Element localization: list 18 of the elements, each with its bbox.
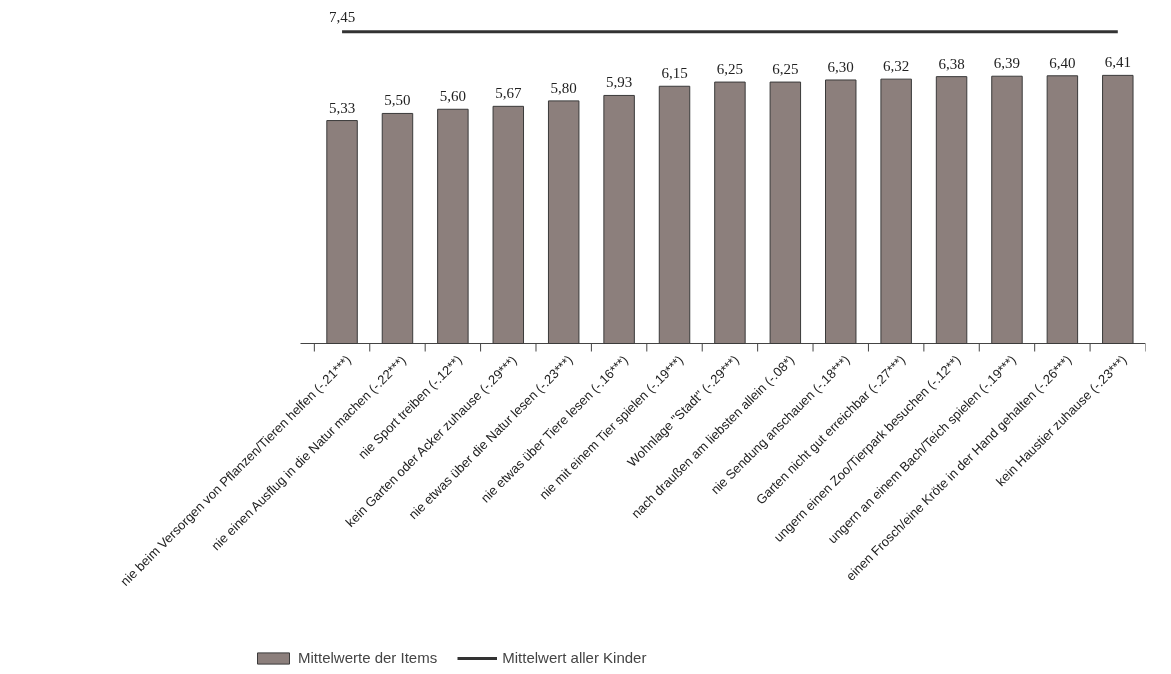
data-label: 5,93	[605, 74, 633, 91]
data-label: 6,39	[993, 55, 1021, 72]
data-label: 6,38	[938, 55, 965, 72]
data-label: 5,33	[328, 99, 356, 116]
data-label: 6,15	[661, 65, 688, 82]
data-label: 6,40	[1049, 54, 1076, 71]
data-label: 6,30	[827, 58, 854, 75]
legend-label: Mittelwerte der Items	[298, 649, 438, 666]
data-label: 5,80	[550, 79, 577, 96]
data-label: 5,67	[495, 85, 522, 102]
legend-label: Mittelwert aller Kinder	[502, 649, 647, 666]
data-label: 5,60	[439, 88, 466, 105]
data-label: 7,45	[328, 8, 356, 25]
data-label: 6,25	[716, 61, 744, 78]
data-label: 5,50	[384, 92, 411, 109]
data-label: 6,25	[772, 61, 799, 78]
data-label: 6,32	[883, 58, 910, 75]
data-label: 6,41	[1104, 54, 1131, 71]
